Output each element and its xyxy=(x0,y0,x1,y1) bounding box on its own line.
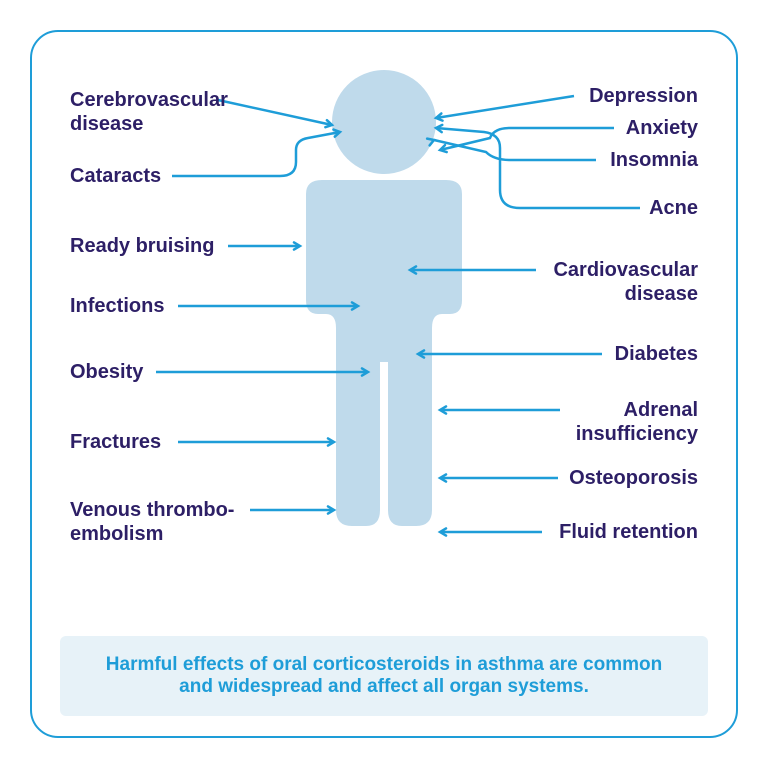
label-fluid-retention: Fluid retention xyxy=(559,520,698,544)
label-osteoporosis: Osteoporosis xyxy=(569,466,698,490)
human-figure xyxy=(284,60,484,580)
caption-text: Harmful effects of oral corticosteroids … xyxy=(106,654,662,697)
label-depression: Depression xyxy=(589,84,698,108)
label-fractures: Fractures xyxy=(70,430,161,454)
caption-box: Harmful effects of oral corticosteroids … xyxy=(60,636,708,716)
label-insomnia: Insomnia xyxy=(610,148,698,172)
label-infections: Infections xyxy=(70,294,164,318)
label-diabetes: Diabetes xyxy=(615,342,698,366)
label-acne: Acne xyxy=(649,196,698,220)
label-cataracts: Cataracts xyxy=(70,164,161,188)
label-anxiety: Anxiety xyxy=(626,116,698,140)
label-obesity: Obesity xyxy=(70,360,143,384)
label-cerebrovascular: Cerebrovasculardisease xyxy=(70,88,228,136)
label-venous-thrombo: Venous thrombo-embolism xyxy=(70,498,234,546)
label-cardiovascular: Cardiovasculardisease xyxy=(553,258,698,306)
label-ready-bruising: Ready bruising xyxy=(70,234,214,258)
label-adrenal: Adrenalinsufficiency xyxy=(576,398,698,446)
